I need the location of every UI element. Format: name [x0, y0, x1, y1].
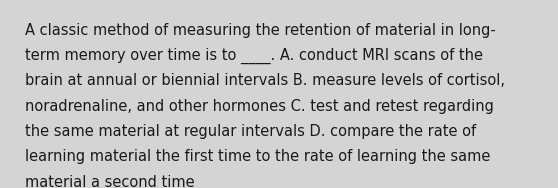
- Text: noradrenaline, and other hormones C. test and retest regarding: noradrenaline, and other hormones C. tes…: [25, 99, 494, 114]
- Text: the same material at regular intervals D. compare the rate of: the same material at regular intervals D…: [25, 124, 476, 139]
- Text: term memory over time is to ____. A. conduct MRI scans of the: term memory over time is to ____. A. con…: [25, 48, 483, 64]
- Text: brain at annual or biennial intervals B. measure levels of cortisol,: brain at annual or biennial intervals B.…: [25, 73, 505, 88]
- Text: learning material the first time to the rate of learning the same: learning material the first time to the …: [25, 149, 490, 164]
- Text: A classic method of measuring the retention of material in long-: A classic method of measuring the retent…: [25, 23, 496, 38]
- Text: material a second time: material a second time: [25, 175, 195, 188]
